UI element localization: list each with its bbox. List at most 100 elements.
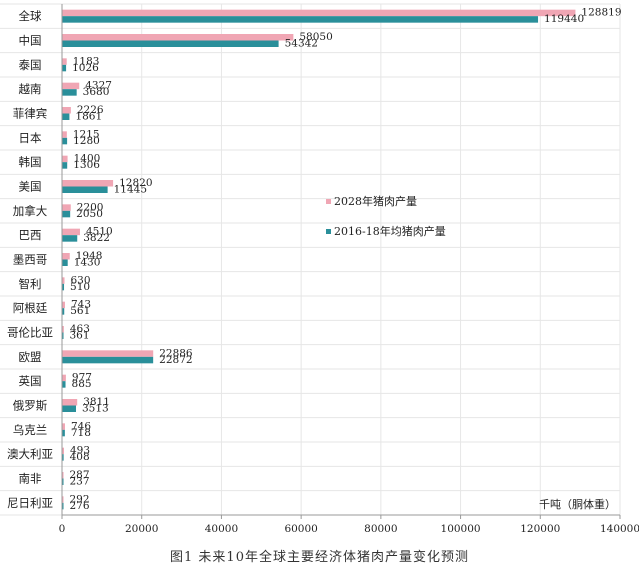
bar-projected: [62, 131, 67, 138]
value-label: 1400: [74, 153, 101, 165]
bar-projected: [62, 82, 80, 90]
bar-baseline: [62, 186, 108, 193]
category-label: 泰国: [19, 58, 42, 72]
value-label: 2226: [77, 104, 104, 116]
bar-baseline: [62, 381, 66, 388]
category-label: 乌克兰: [13, 423, 48, 437]
bar-projected: [62, 472, 64, 479]
legend-label: 2016-18年均猪肉产量: [334, 224, 446, 238]
value-label: 287: [70, 469, 90, 481]
category-label: 墨西哥: [13, 253, 48, 267]
value-label: 22886: [159, 347, 193, 359]
bar-projected: [62, 496, 64, 503]
bar-baseline: [62, 308, 65, 315]
bar-projected: [62, 180, 114, 187]
value-label: 3680: [83, 86, 110, 98]
value-label: 2050: [76, 208, 103, 220]
value-label: 237: [70, 476, 90, 488]
x-tick-label: 100000: [441, 523, 481, 535]
category-label: 哥伦比亚: [7, 326, 53, 340]
x-tick-label: 120000: [520, 523, 560, 535]
value-label: 2200: [77, 201, 104, 213]
category-label: 巴西: [19, 228, 42, 242]
bar-projected: [62, 228, 80, 236]
legend-swatch: [326, 229, 331, 234]
bar-projected: [62, 301, 65, 309]
bar-baseline: [62, 162, 68, 169]
category-label: 中国: [19, 34, 42, 48]
category-label: 南非: [19, 472, 42, 486]
bar-baseline: [62, 16, 539, 23]
bar-projected: [62, 34, 294, 41]
bar-projected: [62, 350, 154, 357]
unit-label: 千吨（胴体重）: [539, 497, 616, 511]
value-label: 1183: [73, 55, 100, 67]
category-label: 澳大利亚: [7, 447, 53, 461]
category-label: 越南: [19, 82, 42, 96]
value-label: 119440: [544, 13, 584, 25]
category-label: 尼日利亚: [7, 496, 53, 510]
x-axis: 0 20000 40000 60000 80000 100000 120000 140000: [59, 4, 639, 535]
value-label: 1280: [73, 135, 100, 147]
value-label: 718: [71, 427, 91, 439]
value-label: 493: [70, 445, 90, 457]
bar-baseline: [62, 332, 64, 339]
bar-baseline: [62, 429, 65, 437]
value-label: 3513: [82, 403, 109, 415]
category-labels: 全球中国泰国越南菲律宾日本韩国美国加拿大巴西墨西哥智利阿根廷哥伦比亚欧盟英国俄罗…: [7, 9, 53, 510]
value-label: 3822: [83, 232, 110, 244]
bar-baseline: [62, 454, 64, 461]
bar-baseline: [62, 235, 78, 242]
value-label: 408: [70, 451, 90, 463]
bar-projected: [62, 423, 65, 430]
x-tick-label: 40000: [205, 523, 238, 535]
category-label: 菲律宾: [13, 107, 48, 121]
x-tick-label: 60000: [284, 523, 317, 535]
category-label: 阿根廷: [13, 301, 48, 315]
bar-baseline: [62, 356, 154, 364]
value-label: 292: [70, 493, 90, 505]
bar-baseline: [62, 210, 71, 218]
bar-projected: [62, 399, 78, 406]
x-tick-label: 80000: [364, 523, 397, 535]
bar-projected: [62, 277, 65, 284]
value-label: 3811: [83, 396, 110, 408]
value-label: 630: [71, 274, 91, 286]
category-label: 智利: [19, 277, 42, 291]
value-label: 1430: [74, 257, 101, 269]
bar-projected: [62, 374, 66, 382]
category-label: 加拿大: [13, 204, 48, 218]
bar-baseline: [62, 283, 65, 291]
value-label: 1306: [73, 159, 100, 171]
value-label: 1861: [75, 111, 102, 123]
value-label: 22872: [159, 354, 192, 366]
value-label: 1026: [72, 62, 99, 74]
value-label: 561: [70, 305, 90, 317]
value-label: 58050: [299, 31, 332, 43]
bar-baseline: [62, 502, 64, 510]
bar-baseline: [62, 137, 68, 145]
bar-baseline: [62, 259, 68, 266]
figure-caption: 图1 未来10年全球主要经济体猪肉产量变化预测: [170, 550, 469, 565]
x-tick-label: 0: [59, 523, 66, 535]
category-label: 俄罗斯: [13, 399, 48, 413]
value-label: 4327: [85, 80, 112, 92]
bar-baseline: [62, 113, 70, 120]
value-label: 276: [70, 500, 90, 512]
category-label: 欧盟: [19, 350, 42, 364]
legend-swatch: [326, 199, 331, 204]
bar-projected: [62, 58, 67, 65]
x-tick-label: 140000: [600, 523, 639, 535]
legend-label: 2028年猪肉产量: [334, 194, 417, 208]
category-label: 日本: [19, 131, 42, 145]
value-label: 746: [71, 420, 91, 432]
category-label: 英国: [19, 374, 42, 388]
value-label: 128819: [581, 7, 621, 19]
bar-projected: [62, 447, 64, 455]
category-label: 全球: [19, 9, 42, 23]
bar-projected: [62, 9, 576, 17]
value-label: 1948: [76, 250, 103, 262]
value-label: 12820: [119, 177, 152, 189]
value-label: 11445: [114, 184, 147, 196]
